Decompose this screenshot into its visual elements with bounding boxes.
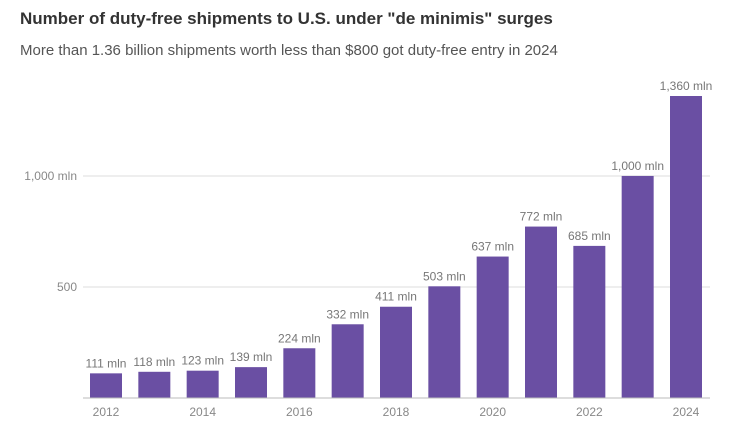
bar-data-label: 118 mln xyxy=(133,355,175,369)
bar xyxy=(670,96,702,398)
chart-title: Number of duty-free shipments to U.S. un… xyxy=(20,9,553,28)
x-tick-label: 2024 xyxy=(673,405,700,419)
bar xyxy=(621,175,654,398)
bar xyxy=(380,306,412,398)
bar-data-label: 111 mln xyxy=(86,356,127,370)
x-tick-label: 2016 xyxy=(286,405,313,419)
bar xyxy=(428,286,461,398)
x-tick-label: 2022 xyxy=(576,405,603,419)
bar xyxy=(476,256,509,398)
bar xyxy=(573,245,606,398)
bar xyxy=(186,370,219,398)
bar xyxy=(525,226,557,398)
x-tick-label: 2018 xyxy=(383,405,410,419)
bar xyxy=(138,371,171,398)
bar-data-label: 685 mln xyxy=(568,229,611,243)
bar-data-label: 772 mln xyxy=(520,210,563,224)
bar-data-label: 139 mln xyxy=(230,350,273,364)
bar-data-label: 224 mln xyxy=(278,331,321,345)
chart-subtitle: More than 1.36 billion shipments worth l… xyxy=(20,42,558,59)
x-tick-label: 2012 xyxy=(93,405,120,419)
x-tick-label: 2014 xyxy=(189,405,216,419)
bar xyxy=(331,324,364,398)
y-tick-label: 500 xyxy=(57,280,77,294)
bar xyxy=(90,373,122,398)
bar-data-label: 1,000 mln xyxy=(611,159,664,173)
bar-data-label: 1,360 mln xyxy=(660,79,713,93)
bar-data-label: 411 mln xyxy=(375,290,417,304)
bar-data-label: 123 mln xyxy=(181,354,224,368)
bar xyxy=(283,348,316,398)
bar-data-label: 637 mln xyxy=(471,240,514,254)
y-tick-label: 1,000 mln xyxy=(24,169,77,183)
bar-data-label: 503 mln xyxy=(423,269,466,283)
bar-data-label: 332 mln xyxy=(326,307,369,321)
x-tick-label: 2020 xyxy=(479,405,506,419)
bar xyxy=(235,367,267,398)
